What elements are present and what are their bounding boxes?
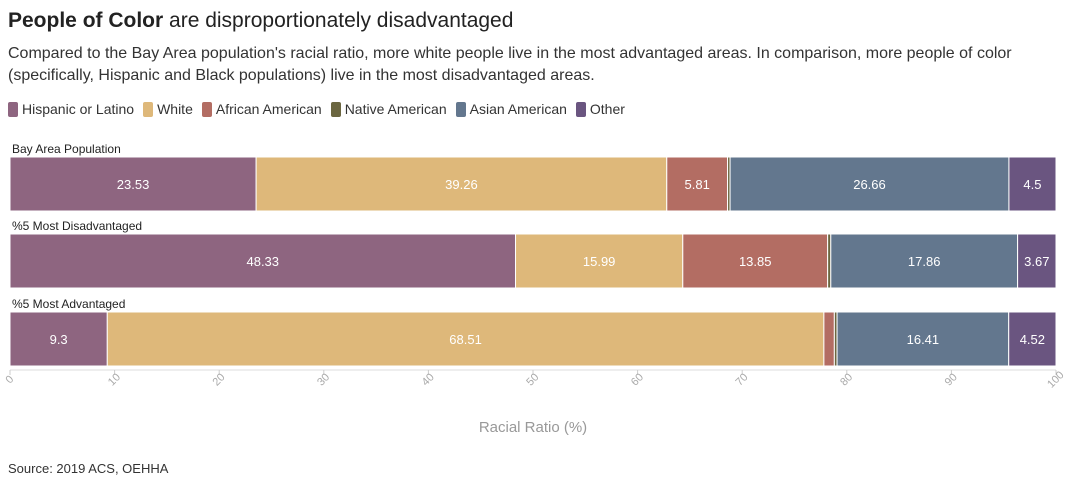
bar-data-label: 4.5	[1023, 177, 1041, 192]
bar-data-label: 39.26	[445, 177, 478, 192]
legend-item-other: Other	[575, 100, 625, 118]
bar-data-label: 26.66	[853, 177, 886, 192]
x-tick-label: 50	[524, 371, 541, 388]
bar-segment-white	[515, 233, 684, 289]
chart-title-strong: People of Color	[8, 9, 164, 32]
legend-swatch	[8, 101, 18, 117]
legend-swatch	[455, 101, 466, 117]
bar-segment-asian-american	[830, 233, 1019, 289]
bar-segment-african-american	[666, 156, 729, 212]
legend-label: Other	[589, 101, 625, 117]
bar-data-label: 4.52	[1020, 332, 1045, 347]
legend-item-asian-american: Asian American	[455, 100, 567, 118]
legend-swatch	[330, 101, 341, 117]
legend-swatch	[143, 101, 154, 117]
bar-segment-hispanic-or-latino	[9, 233, 517, 289]
legend-label: Native American	[344, 101, 447, 117]
bar-segment-white	[255, 156, 668, 212]
bar-data-label: 15.99	[583, 254, 616, 269]
legend-item-african-american: African American	[201, 100, 322, 118]
legend-label: White	[157, 101, 193, 117]
x-tick-label: 10	[106, 371, 123, 388]
bar-data-label: 16.41	[907, 332, 940, 347]
bar-segment-hispanic-or-latino	[9, 311, 108, 367]
source-note: Source: 2019 ACS, OEHHA	[8, 461, 169, 476]
bar-category-label: %5 Most Disadvantaged	[12, 219, 142, 233]
legend-item-native-american: Native American	[330, 100, 447, 118]
bar-data-label: 48.33	[246, 254, 279, 269]
x-tick-label: 70	[734, 371, 751, 388]
bar-segment-other	[1017, 233, 1057, 289]
x-tick-label: 60	[629, 371, 646, 388]
bar-data-label: 13.85	[739, 254, 772, 269]
chart-subtitle: Compared to the Bay Area population's ra…	[8, 45, 1012, 84]
legend-label: Hispanic or Latino	[22, 101, 135, 117]
x-tick-label: 40	[420, 371, 437, 388]
legend-label: African American	[215, 101, 322, 117]
bar-segment-asian-american	[836, 311, 1010, 367]
legend-swatch	[201, 101, 212, 117]
x-axis-title: Racial Ratio (%)	[479, 419, 587, 436]
legend: Hispanic or Latino White African American N…	[8, 100, 634, 118]
stacked-bar-chart: Bay Area Population 23.53 39.26 5.81 26.66 4.…	[3, 142, 1066, 436]
bar-data-label: 23.53	[117, 177, 150, 192]
legend-item-white: White	[143, 100, 193, 118]
bar-category-label: Bay Area Population	[12, 142, 121, 156]
bar-category-label: %5 Most Advantaged	[12, 297, 125, 311]
x-tick-label: 80	[838, 371, 855, 388]
x-tick-label: 100	[1045, 369, 1066, 390]
x-tick-label: 30	[315, 371, 332, 388]
bar-data-label: 9.3	[50, 332, 68, 347]
legend-label: Asian American	[469, 101, 567, 117]
bar-data-label: 5.81	[685, 177, 710, 192]
chart-title-rest: are disproportionately disadvantaged	[163, 9, 514, 32]
bar-data-label: 3.67	[1024, 254, 1049, 269]
bar-segment-other	[1008, 311, 1057, 367]
bar-segment-hispanic-or-latino	[9, 156, 257, 212]
x-tick-label: 90	[943, 371, 960, 388]
bar-segment-white	[106, 311, 825, 367]
chart-title: People of Color are disproportionately d…	[8, 8, 513, 34]
bar-data-label: 17.86	[908, 254, 941, 269]
x-tick-label: 0	[3, 373, 16, 386]
legend-item-hispanic-or-latino: Hispanic or Latino	[8, 100, 134, 118]
bar-data-label: 68.51	[449, 332, 482, 347]
legend-swatch	[575, 101, 586, 117]
x-tick-label: 20	[211, 371, 228, 388]
bar-segment-african-american	[682, 233, 829, 289]
bar-segment-african-american	[823, 311, 835, 367]
bar-segment-other	[1008, 156, 1057, 212]
